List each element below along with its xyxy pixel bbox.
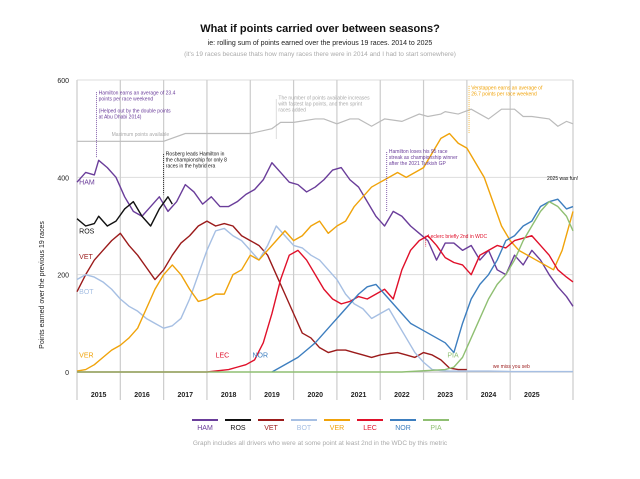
annotation-line: points per race weekend (99, 97, 154, 103)
annotation-line: the championship for only 8 (166, 157, 227, 163)
y-axis: 0 200 400 600 (57, 78, 69, 377)
max-points-label: Maximum points available (112, 132, 170, 138)
annotation-ham-2014: Hamilton earns an average of 23.4 points … (99, 91, 176, 121)
series-line-lec (77, 235, 574, 373)
series-label-lec: LEC (216, 352, 230, 359)
annotation-line: Verstappen earns an average of (471, 86, 543, 92)
y-tick-label: 400 (57, 175, 69, 182)
x-tick-label: 2015 (91, 392, 107, 399)
x-tick-label: 2025 (524, 392, 540, 399)
annotation-line: Hamilton earns an average of 23.4 (99, 91, 176, 97)
annotation-ham-streak: Hamilton loses his 95 race streak as cham… (389, 149, 458, 167)
series-label-ham: HAM (79, 180, 95, 187)
annotation-line: Leclerc briefly 2nd in WDC (428, 234, 488, 240)
x-tick-label: 2017 (178, 392, 194, 399)
x-tick-label: 2016 (134, 392, 150, 399)
legend-label-nor: NOR (395, 425, 411, 432)
chart-note: (it's 19 races because thats how many ra… (184, 51, 456, 58)
y-tick-label: 0 (65, 370, 69, 377)
legend-label-ver: VER (330, 425, 344, 432)
legend-label-pia: PIA (430, 425, 442, 432)
series-lines (76, 132, 574, 373)
legend-label-lec: LEC (363, 425, 377, 432)
legend: HAM ROS VET BOT VER LEC NOR PIA (192, 419, 449, 432)
series-label-nor: NOR (252, 352, 268, 359)
legend-label-bot: BOT (297, 425, 312, 432)
annotation-line: after the 2021 Turkish GP (389, 161, 447, 167)
annotations: Hamilton earns an average of 23.4 points … (96, 86, 578, 370)
x-tick-label: 2019 (264, 392, 280, 399)
annotation-line: 26.7 points per race weekend (471, 92, 537, 98)
annotation-line: Hamilton loses his 95 race (389, 149, 448, 155)
annotation-line: with fastest lap points, and then sprint (278, 101, 362, 107)
x-tick-label: 2023 (437, 392, 453, 399)
y-axis-label: Points earned over the previous 19 races (39, 221, 46, 349)
annotation-ros-leads: Rosberg leads Hamilton in the championshi… (166, 151, 227, 169)
chart-footer: Graph includes all drivers who were at s… (192, 440, 448, 447)
x-tick-label: 2021 (351, 392, 367, 399)
series-line-vet (76, 220, 467, 371)
y-tick-label: 200 (57, 273, 69, 280)
series-line-ros (76, 196, 173, 227)
legend-label-vet: VET (264, 425, 278, 432)
legend-label-ham: HAM (197, 425, 213, 432)
series-label-vet: VET (79, 254, 93, 261)
series-line-ver (76, 132, 574, 372)
legend-label-ros: ROS (230, 425, 246, 432)
x-tick-label: 2018 (221, 392, 237, 399)
annotation-line: The number of points available increases (278, 95, 370, 101)
annotation-ver-avg: Verstappen earns an average of 26.7 point… (471, 86, 543, 98)
series-labels: HAM ROS VET BOT VER LEC NOR PIA (79, 180, 459, 360)
y-tick-label: 600 (57, 78, 69, 85)
series-label-ros: ROS (79, 228, 95, 235)
annotation-line: Rosberg leads Hamilton in (166, 151, 225, 157)
x-tick-label: 2024 (481, 392, 497, 399)
annotation-line: races added (278, 107, 306, 113)
annotation-line: (Helped out by the double points (99, 109, 171, 115)
annotation-line: streak as championship winner (389, 155, 458, 161)
series-label-bot: BOT (79, 289, 94, 296)
chart-subtitle: ie: rolling sum of points earned over th… (207, 40, 433, 47)
annotation-lec-2nd: Leclerc briefly 2nd in WDC (428, 234, 488, 240)
chart-title: What if points carried over between seas… (200, 23, 440, 35)
series-line-ham (76, 159, 574, 307)
max-points-line (77, 108, 574, 142)
annotation-line: 2025 was fun! (547, 176, 578, 182)
annotation-line: races in the hybrid era (166, 163, 216, 169)
series-label-pia: PIA (447, 352, 459, 359)
annotation-line: at Abu Dhabi 2014) (99, 115, 142, 121)
x-tick-label: 2022 (394, 392, 410, 399)
x-axis: 2015 2016 2017 2018 2019 2020 2021 2022 2023 2024… (91, 392, 540, 399)
series-line-pia (77, 200, 574, 373)
series-label-ver: VER (79, 352, 93, 359)
series-line-nor (271, 198, 574, 373)
annotation-miss-seb: we miss you seb (493, 364, 530, 370)
annotation-points-available: The number of points available increases… (278, 95, 370, 113)
max-points-series: Maximum points available (77, 108, 574, 142)
annotation-fun-2025: 2025 was fun! (547, 176, 578, 182)
grid (76, 79, 574, 400)
x-tick-label: 2020 (307, 392, 323, 399)
annotation-line: we miss you seb (493, 364, 530, 370)
